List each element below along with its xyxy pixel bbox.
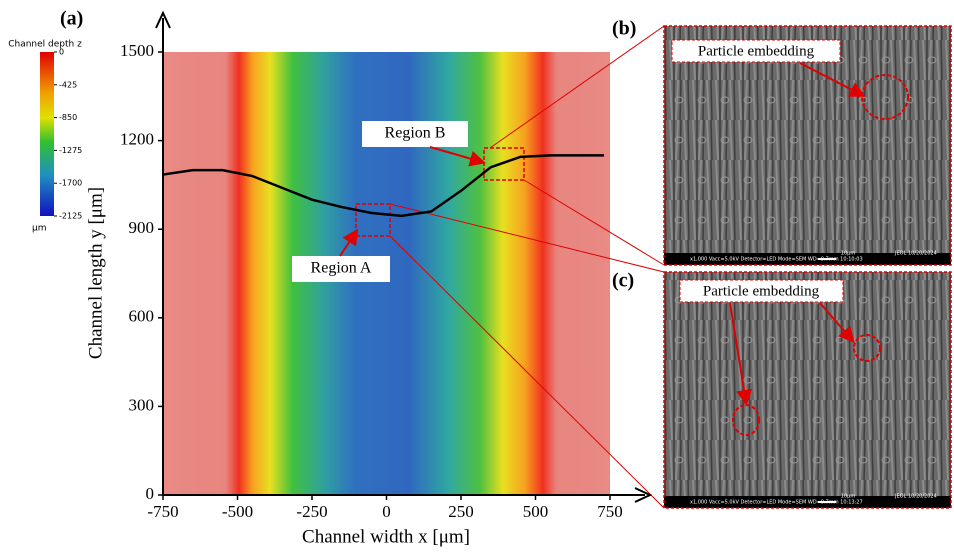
colorbar <box>40 52 54 216</box>
colorbar-title: Channel depth z <box>8 40 82 50</box>
y-axis-label: Channel length y [μm] <box>85 187 106 359</box>
x-tick-label: -500 <box>222 502 253 521</box>
x-tick-label: 500 <box>523 502 549 521</box>
colorbar-tick-label: 0 <box>59 48 64 57</box>
connector <box>523 179 665 266</box>
scale-label: 10μm <box>841 494 856 500</box>
sem-image <box>664 272 951 508</box>
colorbar-tick-label: -425 <box>59 80 77 89</box>
connector <box>489 25 665 149</box>
callout-box <box>671 39 841 63</box>
callout-arrow <box>799 62 866 97</box>
sem-footer-bar <box>664 253 951 265</box>
callout-box <box>679 279 844 303</box>
panel-border <box>663 25 952 266</box>
x-tick-label: 0 <box>382 502 391 521</box>
sem-footer: x1,000 Vacc=5.0kV Detector=LED Mode=SEM … <box>690 257 863 263</box>
y-tick-label: 300 <box>129 395 155 414</box>
colorbar-tick-label: -2125 <box>59 212 82 221</box>
connector <box>389 203 665 273</box>
callout-box <box>292 256 390 282</box>
callout-arrow <box>429 146 486 167</box>
scale-label: 10μm <box>841 251 856 257</box>
highlight-circle <box>853 334 881 362</box>
callout-text: Particle embedding <box>703 283 820 299</box>
sem-brand: JEOL 10/20/2024 <box>894 494 937 500</box>
profile-line <box>162 154 605 218</box>
callout-box <box>362 121 468 147</box>
x-axis-arrow <box>634 487 653 503</box>
x-tick-label: 750 <box>597 502 623 521</box>
sem-footer: x1,000 Vacc=5.0kV Detector=LED Mode=SEM … <box>690 500 863 506</box>
panel-label: (a) <box>60 8 83 30</box>
y-tick-label: 900 <box>129 218 155 237</box>
x-tick-label: -250 <box>296 502 327 521</box>
colorbar-tick-label: -1275 <box>59 146 82 155</box>
annotation: Region A <box>311 260 372 277</box>
panel-b <box>663 25 952 266</box>
panel-label: (b) <box>612 18 636 40</box>
scale-bar <box>818 258 836 260</box>
x-axis-label: Channel width x [μm] <box>302 526 470 547</box>
sem-brand: JEOL 10/20/2024 <box>894 251 937 257</box>
callout-arrow <box>819 302 855 344</box>
callout-arrow <box>339 228 359 257</box>
highlight-circle <box>732 404 760 436</box>
x-tick-label: -750 <box>147 502 178 521</box>
panel-c <box>663 271 952 509</box>
scale-bar <box>818 501 836 503</box>
colorbar-tick-label: -850 <box>59 113 77 122</box>
y-tick-label: 0 <box>146 484 155 503</box>
panel-label: (c) <box>612 270 634 292</box>
region-a-box <box>355 203 391 237</box>
highlight-circle <box>861 74 909 120</box>
y-tick-label: 1200 <box>120 130 154 149</box>
connector <box>389 235 665 509</box>
y-tick-label: 600 <box>129 307 155 326</box>
sem-footer-bar <box>664 496 951 508</box>
annotation: Region B <box>385 125 446 142</box>
y-axis-arrow <box>155 10 171 29</box>
colorbar-unit: μm <box>32 224 47 234</box>
x-tick-label: 250 <box>448 502 474 521</box>
panel-border <box>663 271 952 509</box>
y-tick-label: 1500 <box>120 41 154 60</box>
colorbar-tick-label: -1700 <box>59 179 82 188</box>
callout-arrow <box>729 302 752 406</box>
callout-text: Particle embedding <box>698 43 815 59</box>
